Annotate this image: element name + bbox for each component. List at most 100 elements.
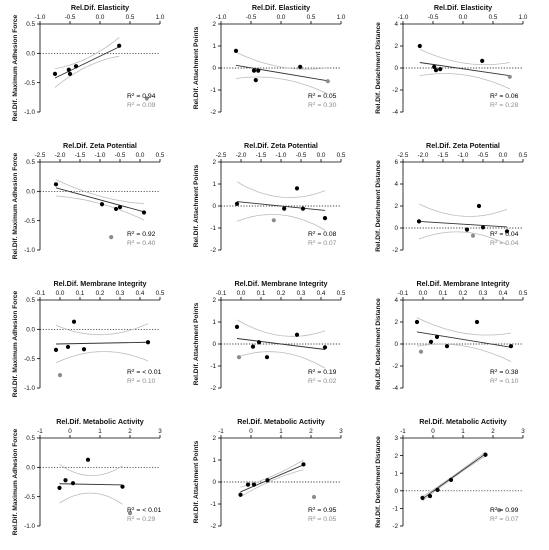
x-tick-label: 0.4 [136, 290, 145, 297]
scatter-panel-6: Rel.Dif. Zeta Potential Rel.Dif. Detachme… [375, 141, 528, 254]
x-tick-label: 0.3 [116, 290, 125, 297]
y-axis-label: Rel.Dif. Attachment Points [193, 26, 200, 109]
data-point [294, 332, 300, 337]
y-axis-label: Rel.Dif. Detachment Distance [375, 160, 382, 252]
y-axis-label: Rel.Dif. Detachment Distance [375, 298, 382, 390]
x-tick-label: 3 [158, 428, 162, 435]
y-tick-label: 0.5 [26, 21, 35, 28]
x-tick-label: 0.3 [479, 290, 488, 297]
data-point [504, 229, 510, 234]
y-tick-label: 1 [212, 319, 216, 326]
r2-value-gray: R2 = 0.10 [490, 377, 519, 386]
data-point [250, 344, 256, 349]
regression-line [416, 331, 512, 348]
panel-title: Rel.Dif. Membrane Integrity [234, 279, 327, 288]
y-tick-label: -1.0 [24, 247, 35, 254]
confidence-band-lower [416, 343, 512, 362]
confidence-band-lower [55, 195, 145, 221]
data-point [483, 452, 488, 457]
x-tick-label: 1.0 [156, 14, 165, 21]
confidence-band-upper [236, 319, 326, 337]
x-tick-label: 0 [68, 428, 72, 435]
regression-line [419, 62, 510, 77]
r2-value: R2 = 0.92 [127, 230, 156, 239]
x-tick-label: -2.5 [216, 152, 227, 159]
x-tick-label: 0.1 [76, 290, 85, 297]
data-point [65, 344, 71, 350]
r2-value-gray: R2 = 0.40 [127, 239, 156, 248]
x-tick-label: -0.1 [216, 290, 227, 297]
y-axis-label: Rel.Dif. Detachment Distance [375, 22, 382, 114]
data-point [322, 345, 328, 350]
confidence-band-lower [236, 351, 326, 369]
outlier-point [418, 349, 424, 354]
r2-value: R2 = < 0.01 [127, 368, 162, 377]
data-point [117, 205, 123, 210]
x-tick-label: -0.5 [115, 152, 126, 159]
data-point [476, 203, 482, 209]
y-tick-label: 3 [394, 435, 398, 442]
y-tick-label: 0 [212, 65, 216, 72]
x-tick-label: -1.5 [256, 152, 267, 159]
y-tick-label: 0 [212, 479, 216, 486]
confidence-band-upper [418, 203, 508, 217]
y-tick-label: 0 [394, 341, 398, 348]
scatter-panel-9: Rel.Dif. Membrane Integrity Rel.Dif. Deta… [375, 279, 528, 392]
x-tick-label: 0.1 [257, 290, 266, 297]
x-tick-label: -0.5 [296, 152, 307, 159]
data-point [117, 43, 122, 48]
x-tick-label: 0.0 [317, 152, 326, 159]
y-tick-label: 0.5 [26, 159, 35, 166]
data-point [253, 78, 258, 83]
x-tick-label: 1 [461, 428, 465, 435]
panel-title: Rel.Dif. Zeta Potential [63, 141, 137, 150]
x-tick-label: 2 [128, 428, 132, 435]
r2-value: R2 = 0.94 [127, 92, 156, 101]
regression-line [236, 338, 326, 350]
x-tick-label: -1.0 [458, 152, 469, 159]
y-tick-label: -0.5 [24, 494, 35, 501]
data-point [63, 478, 68, 483]
y-tick-label: 2 [212, 297, 216, 304]
x-tick-label: 0.2 [277, 290, 286, 297]
x-tick-label: 0.5 [307, 14, 316, 21]
confidence-band-lower [418, 231, 508, 245]
y-axis-label: Rel.Dif. Maximum Adhesion Force [12, 290, 19, 397]
outlier-point [325, 79, 330, 84]
y-tick-label: -1 [392, 506, 398, 513]
outlier-point [507, 74, 512, 79]
y-tick-label: 6 [394, 159, 398, 166]
r2-value: R2 = 0.05 [308, 92, 337, 101]
y-tick-label: -1.0 [24, 385, 35, 392]
scatter-panel-11: Rel.Dif. Metabolic Activity Rel.Dif. Atta… [193, 417, 343, 530]
scatter-panel-4: Rel.Dif. Zeta Potential Rel.Dif. Maximum … [12, 141, 165, 259]
confidence-band-upper [416, 317, 512, 336]
data-point [420, 495, 425, 500]
data-point [294, 186, 300, 191]
x-tick-label: -0.5 [478, 152, 489, 159]
x-tick-label: -0.1 [35, 290, 46, 297]
confidence-band-lower [419, 73, 510, 90]
data-point [251, 482, 257, 487]
data-point [433, 68, 439, 73]
y-tick-label: -4 [392, 109, 398, 116]
data-point [53, 182, 59, 187]
x-tick-label: 0 [431, 428, 435, 435]
y-axis-label: Rel.Dif. Maximum Adhesion Force [12, 14, 19, 121]
panel-title: Rel.Dif. Elasticity [434, 3, 492, 12]
data-point [282, 206, 287, 211]
x-tick-label: -1.0 [95, 152, 106, 159]
x-tick-label: 0.5 [156, 290, 165, 297]
x-tick-label: 0.4 [317, 290, 326, 297]
y-tick-label: 2 [212, 159, 216, 166]
r2-value: R2 = 0.95 [308, 506, 337, 515]
x-tick-label: -1 [37, 428, 43, 435]
x-tick-label: 0.5 [337, 290, 346, 297]
y-tick-label: 0.0 [26, 189, 35, 196]
y-tick-label: -0.5 [24, 80, 35, 87]
r2-value: R2 = 0.04 [490, 230, 519, 239]
y-tick-label: -0.5 [24, 356, 35, 363]
y-tick-label: -1.0 [24, 523, 35, 530]
panel-title: Rel.Dif. Elasticity [71, 3, 129, 12]
